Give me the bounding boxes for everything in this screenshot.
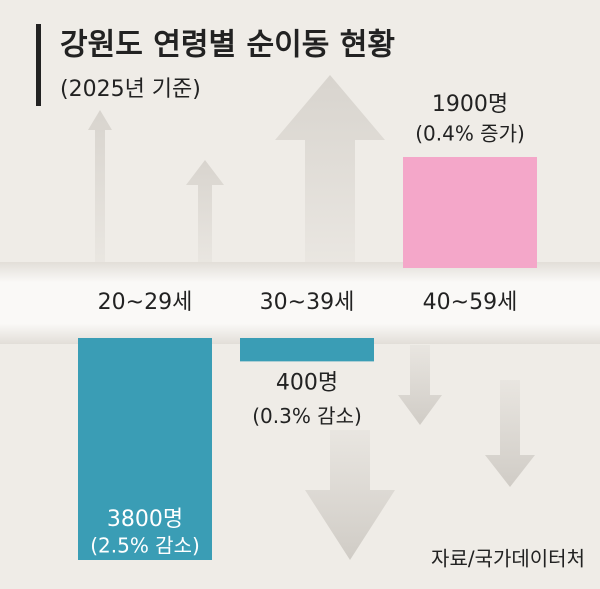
x-tick-label: 40~59세	[423, 290, 518, 315]
change-label: (2.5% 감소)	[90, 534, 200, 558]
x-tick-label: 30~39세	[260, 290, 355, 315]
title-accent	[36, 24, 41, 106]
change-label: (0.3% 감소)	[252, 404, 362, 428]
bar	[403, 157, 537, 268]
source: 자료/국가데이터처	[431, 547, 585, 571]
page: 강원도 연령별 순이동 현황 (2025년 기준) 자료/국가데이터처 20~2…	[0, 0, 600, 589]
value-label: 400명	[276, 370, 338, 395]
bar	[240, 338, 374, 361]
chart-title: 강원도 연령별 순이동 현황	[60, 28, 395, 63]
value-label: 1900명	[432, 92, 508, 117]
value-label: 3800명	[107, 507, 183, 532]
change-label: (0.4% 증가)	[415, 122, 525, 146]
chart-subtitle: (2025년 기준)	[60, 77, 201, 102]
chart: 강원도 연령별 순이동 현황 (2025년 기준) 자료/국가데이터처 20~2…	[0, 0, 600, 589]
x-tick-label: 20~29세	[98, 290, 193, 315]
